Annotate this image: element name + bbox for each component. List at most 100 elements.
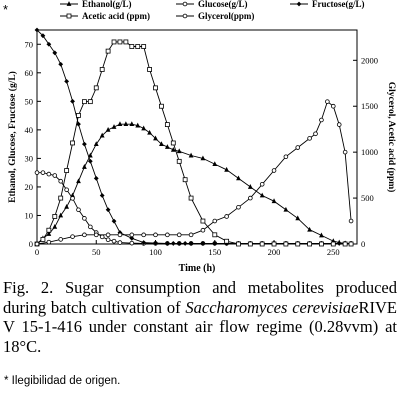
data-point-series-3 [129,44,135,49]
data-point-series-4 [342,149,348,155]
data-point-series-4 [259,182,265,187]
series-lines [36,29,352,245]
data-point-series-0 [82,164,87,169]
legend-marker [182,1,188,7]
data-point-series-2 [105,207,111,213]
data-point-series-2 [153,240,158,246]
legend-label: Glucose(g/L) [198,0,248,9]
data-point-series-4 [141,232,146,238]
legend: Ethanol(g/L) Glucose(g/L) Fructose(g/L) Ace… [60,0,364,21]
legend-marker [182,13,188,19]
data-point-series-1 [76,207,81,213]
data-point-series-0 [283,206,289,212]
data-point-series-0 [99,132,105,138]
data-point-series-4 [319,117,324,123]
data-point-series-1 [40,170,46,175]
data-point-series-3 [182,177,188,183]
data-point-series-2 [58,61,64,67]
data-point-series-2 [164,241,170,246]
x-tick-label: 0 [35,247,39,257]
data-point-series-4 [348,218,354,224]
y-right-tick-label: 500 [361,193,374,203]
data-point-series-4 [313,131,318,137]
y-left-tick-label: 60 [25,68,34,78]
data-point-series-0 [129,121,135,127]
data-point-series-3 [111,39,117,45]
data-point-series-3 [283,241,289,247]
data-point-series-4 [165,232,170,238]
data-point-series-1 [99,234,105,240]
data-point-series-0 [141,125,147,131]
data-point-series-3 [141,44,147,49]
data-point-series-0 [64,204,70,209]
y-right-tick-label: 1000 [361,147,378,157]
data-point-series-0 [58,212,64,218]
x-tick-label: 200 [268,247,281,257]
data-point-series-3 [319,241,324,247]
data-point-series-3 [342,241,348,247]
x-tick-label: 150 [208,247,221,257]
data-point-series-2 [111,218,117,224]
data-point-series-0 [46,231,52,236]
data-point-series-1 [105,237,111,243]
data-point-series-4 [336,122,342,127]
series-line-2 [36,29,352,244]
y-left-tick-label: 30 [25,153,34,163]
data-point-series-3 [40,237,46,242]
data-point-series-3 [52,214,58,219]
data-point-series-2 [182,241,188,246]
data-point-series-0 [135,122,141,128]
data-point-series-0 [188,152,194,158]
data-point-series-3 [236,241,241,247]
chart: 0 50 100 150 200 250 0 10 20 30 40 50 60 70 0 500 1000 15… [7,0,397,274]
legend-marker [66,13,72,19]
data-point-series-2 [141,240,147,245]
legend-marker [296,1,302,7]
data-point-series-0 [236,175,241,181]
data-point-series-2 [82,141,87,147]
data-point-series-4 [325,99,330,104]
data-point-series-3 [99,67,105,72]
data-point-series-3 [159,103,164,109]
data-point-series-0 [117,121,123,127]
data-point-series-4 [117,232,123,238]
plot-frame [36,29,358,245]
y-left-tick-label: 70 [25,39,34,49]
data-point-series-4 [153,232,158,238]
data-point-series-4 [34,241,40,247]
y-left-tick-label: 50 [25,96,34,106]
data-point-series-2 [76,121,81,127]
data-point-series-3 [93,85,99,91]
data-point-series-2 [188,241,194,246]
data-point-series-0 [224,166,230,172]
data-point-series-2 [176,241,182,246]
data-point-series-0 [159,141,164,147]
data-point-series-2 [70,98,75,104]
data-point-series-4 [93,232,99,238]
data-point-series-3 [58,195,64,201]
data-point-series-4 [330,103,336,109]
data-point-series-4 [58,237,64,242]
x-tick-label: 50 [92,247,101,257]
data-point-series-0 [111,124,117,129]
data-point-series-0 [319,232,324,238]
caption-suffix: RIVE V 15-1-416 under constant air flow … [3,297,398,356]
data-point-series-3 [200,218,206,224]
data-point-series-3 [176,158,182,164]
data-point-series-3 [348,241,354,247]
legend-label: Glycerol(ppm) [198,11,254,21]
data-point-series-0 [176,148,182,154]
y-right-tick-label: 2000 [361,55,378,65]
y-left-tick-label: 10 [25,210,34,220]
data-point-series-4 [46,239,52,245]
data-point-series-4 [283,154,289,160]
data-point-series-3 [153,85,158,91]
data-point-series-4 [82,232,87,238]
data-point-series-4 [188,232,194,238]
data-point-series-1 [58,178,64,184]
data-point-series-3 [330,241,336,247]
data-point-series-0 [52,223,58,229]
data-point-series-3 [105,48,111,54]
data-point-series-4 [271,168,277,173]
x-tick-label: 250 [327,247,340,257]
